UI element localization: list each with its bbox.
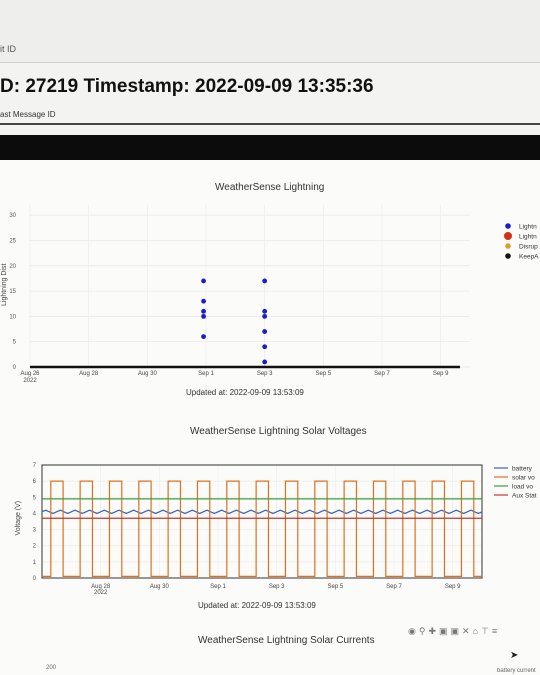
y-tick-label: 1: [33, 560, 37, 566]
x-tick-label: Sep 9: [433, 371, 449, 377]
plot-area: [0, 160, 540, 675]
y-tick-label: 30: [9, 213, 16, 219]
lightning-point: [262, 313, 268, 319]
zoom-out-icon[interactable]: ▣: [450, 626, 463, 636]
voltages-chart-title: WeatherSense Lightning Solar Voltages: [190, 426, 367, 437]
legend-label: load vo: [512, 484, 533, 491]
lightning-point: [201, 313, 206, 319]
x-tick-label: Sep 7: [374, 371, 390, 377]
zoom-in-icon[interactable]: ▣: [439, 626, 451, 636]
y-tick-label: 15: [9, 289, 16, 295]
y-tick-label: 0: [33, 576, 37, 582]
lightning-chart-title: WeatherSense Lightning: [215, 182, 325, 193]
mouse-cursor-icon: ➤: [510, 650, 519, 661]
y-tick-label: 5: [13, 340, 17, 346]
y-tick-label: 3: [33, 528, 37, 534]
x-tick-label: Sep 1: [210, 584, 226, 590]
legend-label: solar vo: [512, 475, 535, 482]
plot-toolbar: ◉⚲✚▣▣✕⌂⊤≡: [408, 626, 500, 637]
y-axis-title: Voltage (V): [15, 501, 22, 536]
reset-icon[interactable]: ⌂: [472, 626, 482, 636]
zoom-icon[interactable]: ⚲: [418, 626, 429, 636]
x-tick-label: Sep 5: [327, 584, 343, 590]
section-bar: [0, 135, 540, 160]
legend-label: KeepA: [519, 254, 539, 261]
lightning-point: [262, 308, 268, 314]
last-message-id-label: ast Message ID: [0, 110, 56, 119]
legend-marker: [504, 232, 512, 240]
lightning-point: [201, 278, 206, 284]
autoscale-icon[interactable]: ✕: [462, 626, 473, 636]
legend-label: Lightn: [519, 234, 537, 241]
y-tick-label: 0: [13, 365, 17, 371]
currents-chart-title: WeatherSense Lightning Solar Currents: [198, 635, 375, 646]
lightning-point: [201, 334, 206, 340]
x-tick-label: Aug 30: [150, 584, 170, 590]
pan-icon[interactable]: ✚: [428, 626, 439, 636]
x-tick-sublabel: 2022: [23, 378, 37, 384]
legend-label: battery: [512, 466, 533, 473]
x-tick-label: Sep 3: [269, 584, 285, 590]
x-tick-label: Aug 26: [20, 371, 40, 377]
lightning-point: [262, 344, 268, 350]
x-tick-label: Sep 5: [315, 371, 331, 377]
legend-marker: [505, 253, 511, 259]
nav-link-unit-id[interactable]: it ID: [0, 44, 17, 54]
x-tick-label: Sep 9: [445, 584, 461, 590]
spike-icon[interactable]: ⊤: [481, 626, 492, 636]
y-tick-label: 5: [33, 495, 37, 501]
y-tick-label: 25: [9, 238, 16, 244]
currents-legend-partial: battery current: [497, 668, 536, 674]
y-tick-label: 2: [33, 544, 37, 550]
legend-label: Lightn: [519, 224, 537, 231]
x-tick-label: Aug 28: [91, 584, 111, 590]
lightning-point: [262, 329, 268, 334]
compare-icon[interactable]: ≡: [491, 626, 501, 636]
currents-y-tick: 200: [46, 665, 57, 671]
x-tick-label: Sep 7: [386, 584, 402, 590]
lightning-point: [201, 308, 206, 314]
divider: [0, 123, 540, 125]
voltage-series-line: [41, 509, 483, 515]
voltage-series-line: [42, 480, 482, 577]
y-tick-label: 4: [33, 511, 37, 517]
legend-marker: [505, 223, 511, 229]
voltages-updated-text: Updated at: 2022-09-09 13:53:09: [198, 601, 316, 610]
plot-frame: [41, 464, 483, 579]
y-tick-label: 7: [33, 463, 37, 469]
lightning-updated-text: Updated at: 2022-09-09 13:53:09: [186, 388, 304, 397]
legend-label: Aux Stat: [512, 493, 537, 500]
page-title: D: 27219 Timestamp: 2022-09-09 13:35:36: [0, 76, 374, 97]
legend-label: Disrup: [519, 244, 538, 251]
x-tick-label: Aug 28: [79, 371, 99, 377]
lightning-point: [201, 298, 206, 304]
x-tick-sublabel: 2022: [94, 590, 108, 596]
top-nav-bar: it ID: [0, 0, 540, 63]
y-axis-title: Lightning Dist: [1, 264, 8, 306]
x-tick-label: Aug 30: [138, 371, 158, 377]
y-tick-label: 6: [33, 479, 37, 485]
x-tick-label: Sep 3: [257, 371, 273, 377]
x-tick-label: Sep 1: [198, 371, 214, 377]
y-tick-label: 20: [9, 264, 16, 270]
legend-marker: [505, 243, 511, 249]
y-tick-label: 10: [9, 314, 16, 320]
lightning-point: [262, 359, 268, 365]
camera-icon[interactable]: ◉: [408, 626, 419, 636]
lightning-point: [262, 278, 268, 284]
